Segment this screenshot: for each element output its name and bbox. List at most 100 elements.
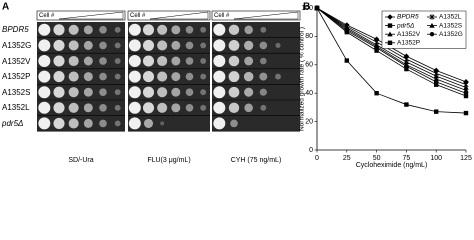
- marker: [463, 110, 469, 116]
- spot: [99, 119, 107, 128]
- panel-label: B: [303, 2, 310, 13]
- spot: [244, 25, 253, 35]
- spot: [128, 101, 141, 114]
- figure: A BPDR5 A1352G A1352V A1352P A1352S A135…: [1, 2, 472, 169]
- x-tick-label: 100: [430, 155, 442, 162]
- spot: [53, 55, 65, 67]
- spot: [243, 40, 254, 51]
- spot: [213, 101, 226, 114]
- series-line: [316, 7, 467, 114]
- spot: [157, 40, 168, 51]
- spot: [171, 25, 181, 35]
- legend-label: A1352P: [397, 40, 420, 47]
- marker: [374, 91, 379, 96]
- spot: [275, 42, 281, 48]
- spot: [171, 56, 181, 66]
- marker: [404, 66, 409, 72]
- plate: [212, 22, 300, 132]
- dilution-wedge: [149, 11, 209, 20]
- spot: [142, 24, 155, 36]
- series-line: [316, 7, 467, 97]
- spot: [99, 88, 107, 97]
- spot: [157, 71, 168, 82]
- spot: [114, 89, 121, 96]
- row-label: A1352V: [2, 57, 31, 66]
- x-axis-title: Cycloheximide (ng/mL): [356, 162, 428, 169]
- spot: [230, 119, 238, 128]
- y-tick-label: 80: [305, 33, 313, 40]
- spot: [171, 87, 181, 97]
- y-axis-title: Normalized growth rate ( % control ): [299, 27, 306, 131]
- spot: [200, 26, 207, 33]
- spot: [200, 58, 207, 64]
- marker: [314, 5, 320, 11]
- legend-marker: [429, 22, 435, 28]
- spot: [38, 55, 51, 67]
- spot: [38, 101, 51, 114]
- legend-box: [381, 10, 467, 49]
- x-tick-label: 50: [373, 155, 381, 162]
- spot: [83, 40, 93, 50]
- legend-marker: [387, 40, 393, 45]
- spot: [68, 102, 79, 113]
- spot: [143, 118, 154, 128]
- spot: [83, 118, 93, 128]
- plate: [37, 22, 125, 132]
- spot: [142, 71, 155, 83]
- spot: [114, 120, 121, 127]
- series-line: [316, 7, 467, 88]
- spot: [213, 86, 226, 99]
- spot: [243, 71, 254, 82]
- spot: [185, 41, 194, 50]
- condition-label: SD/-Ura: [68, 157, 93, 164]
- y-tick-label: 60: [305, 62, 313, 69]
- spot: [53, 117, 65, 129]
- spot: [53, 86, 65, 98]
- spot: [99, 72, 107, 81]
- spot: [128, 86, 141, 99]
- spot: [53, 24, 65, 36]
- spot: [185, 88, 194, 97]
- legend-marker: [387, 23, 393, 28]
- row-label: A1352L: [2, 103, 30, 112]
- dilution-wedge: [233, 11, 299, 20]
- spot: [114, 26, 121, 33]
- marker: [434, 82, 439, 87]
- series-line: [316, 7, 467, 94]
- spot: [213, 23, 226, 36]
- spot: [228, 102, 240, 114]
- spot: [244, 56, 254, 66]
- spot: [142, 86, 155, 98]
- spot: [53, 39, 65, 51]
- spot: [68, 118, 79, 129]
- spot: [157, 102, 168, 113]
- legend-label: BPDR5: [397, 14, 419, 21]
- spot: [114, 73, 121, 80]
- marker: [344, 58, 349, 63]
- x-tick-label: 75: [403, 155, 411, 162]
- spot: [68, 55, 79, 67]
- spot: [114, 58, 121, 64]
- spot: [171, 72, 181, 82]
- marker: [463, 84, 469, 90]
- spot: [157, 87, 168, 98]
- spot: [38, 70, 51, 83]
- condition-label: CYH (75 ng/mL): [231, 157, 282, 164]
- marker: [404, 102, 409, 107]
- spot: [185, 25, 194, 34]
- spot: [228, 40, 240, 51]
- column-header: Cell #: [214, 13, 230, 19]
- spot: [99, 103, 107, 112]
- row-label: pdr5Δ: [1, 119, 23, 128]
- spot: [213, 39, 226, 52]
- header-box: [127, 10, 211, 21]
- row-label: A1352S: [2, 88, 30, 97]
- marker: [433, 73, 439, 79]
- spot: [38, 86, 51, 99]
- spot: [142, 55, 155, 67]
- spot: [99, 41, 107, 50]
- spot: [200, 73, 207, 80]
- spot: [128, 39, 141, 52]
- legend-marker: [429, 32, 435, 37]
- marker: [403, 59, 410, 65]
